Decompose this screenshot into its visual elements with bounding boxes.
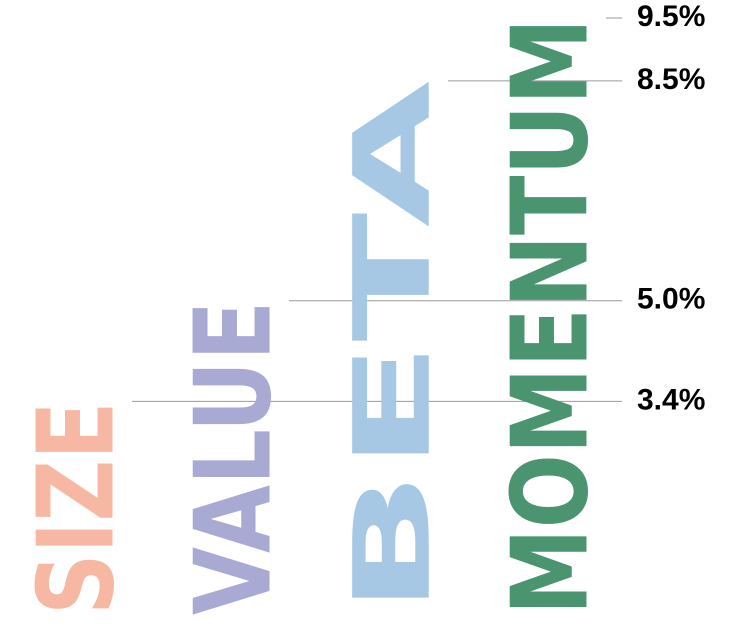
bar-beta: BETA: [332, 81, 454, 615]
bar-size: SIZE: [16, 401, 138, 615]
value-label-momentum: 9.5%: [637, 0, 705, 33]
bar-momentum: MOMENTUM: [490, 18, 612, 615]
bar-value: VALUE: [173, 301, 295, 615]
leader-lines: [132, 17, 622, 402]
value-label-value: 5.0%: [637, 283, 705, 316]
bars: SIZE VALUE BETA MOMENTUM: [16, 18, 612, 615]
value-label-beta: 8.5%: [637, 63, 705, 96]
value-label-size: 3.4%: [637, 383, 705, 416]
value-labels: 3.4% 5.0% 8.5% 9.5%: [637, 0, 705, 416]
